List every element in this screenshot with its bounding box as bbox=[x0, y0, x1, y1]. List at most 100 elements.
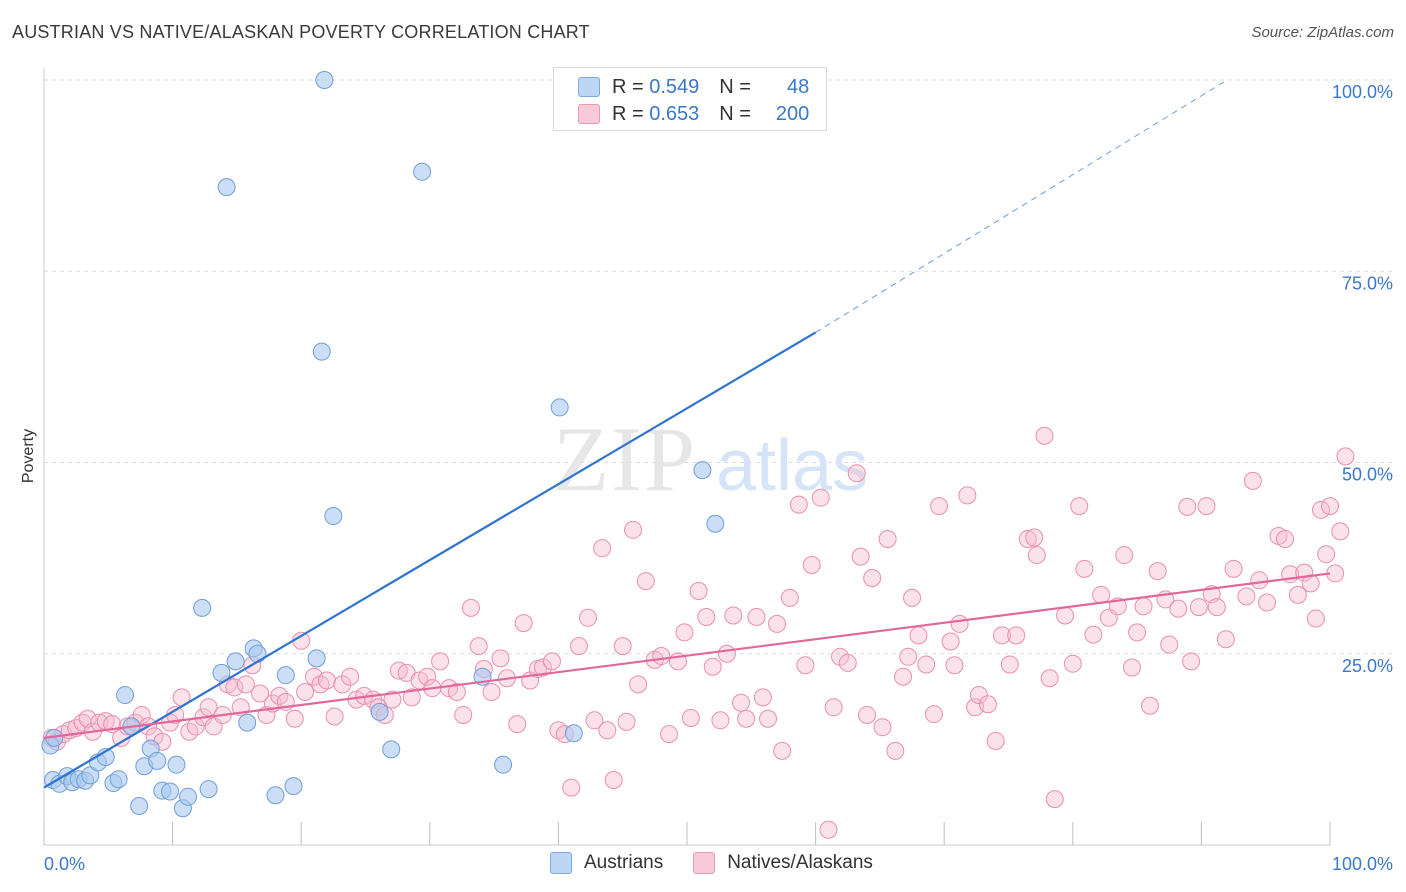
native-point bbox=[1160, 635, 1179, 654]
native-point bbox=[341, 667, 360, 686]
native-point bbox=[773, 741, 792, 760]
native-point bbox=[703, 657, 722, 676]
natives-legend-label: Natives/Alaskans bbox=[727, 852, 873, 873]
native-point bbox=[461, 598, 480, 617]
austrian-point bbox=[130, 796, 149, 815]
native-point bbox=[909, 626, 928, 645]
native-point bbox=[617, 712, 636, 731]
austrian-point bbox=[238, 713, 257, 732]
native-point bbox=[899, 647, 918, 666]
source-label: Source: ZipAtlas.com bbox=[1251, 24, 1394, 41]
austrian-point bbox=[199, 780, 218, 799]
austrian-point bbox=[266, 786, 285, 805]
native-point bbox=[585, 711, 604, 730]
austrian-point bbox=[564, 724, 583, 743]
native-point bbox=[759, 709, 778, 728]
natives-n-value: 200 bbox=[775, 102, 810, 125]
native-point bbox=[1224, 559, 1243, 578]
austrians-trend-line bbox=[43, 331, 817, 789]
native-point bbox=[508, 715, 527, 734]
austrians-swatch bbox=[578, 77, 600, 97]
native-point bbox=[930, 497, 949, 516]
native-point bbox=[993, 626, 1012, 645]
native-point bbox=[819, 820, 838, 839]
native-point bbox=[1288, 585, 1307, 604]
natives-n-label: N = bbox=[719, 102, 751, 125]
native-point bbox=[598, 721, 617, 740]
native-point bbox=[1306, 609, 1325, 628]
legend-item-austrians: Austrians bbox=[550, 852, 663, 874]
native-point bbox=[613, 637, 632, 656]
watermark-atlas: atlas bbox=[716, 426, 868, 506]
austrian-point bbox=[706, 514, 725, 533]
native-point bbox=[737, 709, 756, 728]
native-point bbox=[811, 488, 830, 507]
native-point bbox=[652, 647, 671, 666]
native-point bbox=[1243, 471, 1262, 490]
austrian-point bbox=[382, 740, 401, 759]
native-point bbox=[1027, 546, 1046, 565]
native-point bbox=[717, 644, 736, 663]
native-point bbox=[1134, 597, 1153, 616]
native-point bbox=[1317, 545, 1336, 564]
native-point bbox=[383, 690, 402, 709]
native-point bbox=[1216, 630, 1235, 649]
native-point bbox=[1025, 528, 1044, 547]
watermark: ZIP atlas bbox=[553, 408, 868, 510]
native-point bbox=[903, 588, 922, 607]
native-point bbox=[689, 582, 708, 601]
y-axis-label: Poverty bbox=[20, 429, 37, 483]
x-tick-label: 0.0% bbox=[44, 854, 85, 874]
natives-trend-line bbox=[43, 572, 1331, 739]
native-point bbox=[447, 683, 466, 701]
native-point bbox=[1075, 559, 1094, 578]
native-point bbox=[578, 608, 597, 627]
native-point bbox=[1056, 606, 1075, 625]
native-point bbox=[747, 608, 766, 627]
native-point bbox=[894, 667, 913, 686]
natives-r-value: 0.653 bbox=[649, 102, 700, 125]
legend-row-natives: R = 0.653 N = 200 bbox=[578, 101, 809, 127]
native-point bbox=[753, 688, 772, 707]
austrian-point bbox=[494, 755, 513, 774]
native-point bbox=[802, 556, 821, 575]
native-point bbox=[533, 658, 552, 677]
native-point bbox=[514, 614, 533, 633]
native-point bbox=[251, 684, 270, 703]
native-point bbox=[1115, 546, 1134, 565]
austrian-point bbox=[315, 71, 334, 89]
native-point bbox=[1122, 658, 1141, 677]
native-point bbox=[711, 711, 730, 730]
native-point bbox=[986, 731, 1005, 750]
native-point bbox=[732, 693, 751, 712]
native-point bbox=[1040, 669, 1059, 688]
native-point bbox=[878, 530, 897, 548]
austrians-r-value: 0.549 bbox=[649, 75, 700, 98]
native-point bbox=[333, 675, 352, 694]
native-point bbox=[593, 539, 612, 558]
native-point bbox=[1331, 522, 1350, 541]
austrian-point bbox=[248, 644, 267, 663]
y-tick-label: 100.0% bbox=[1332, 82, 1393, 102]
austrian-point bbox=[284, 777, 303, 796]
chart-title: AUSTRIAN VS NATIVE/ALASKAN POVERTY CORRE… bbox=[12, 22, 590, 42]
native-point bbox=[431, 652, 450, 671]
native-point bbox=[1207, 598, 1226, 617]
native-point bbox=[1148, 562, 1167, 581]
native-point bbox=[768, 614, 787, 633]
native-point bbox=[1018, 530, 1037, 548]
native-point bbox=[941, 632, 960, 651]
native-point bbox=[1084, 625, 1103, 644]
native-point bbox=[1311, 500, 1330, 519]
native-point bbox=[851, 547, 870, 566]
native-point bbox=[681, 709, 700, 728]
native-point bbox=[482, 683, 501, 701]
austrians-legend-label: Austrians bbox=[584, 852, 664, 873]
austrians-legend-swatch bbox=[550, 852, 572, 874]
austrian-point bbox=[276, 666, 295, 685]
native-point bbox=[945, 656, 964, 675]
native-point bbox=[225, 678, 244, 697]
x-tick-label: 100.0% bbox=[1332, 854, 1393, 874]
native-point bbox=[724, 606, 743, 625]
